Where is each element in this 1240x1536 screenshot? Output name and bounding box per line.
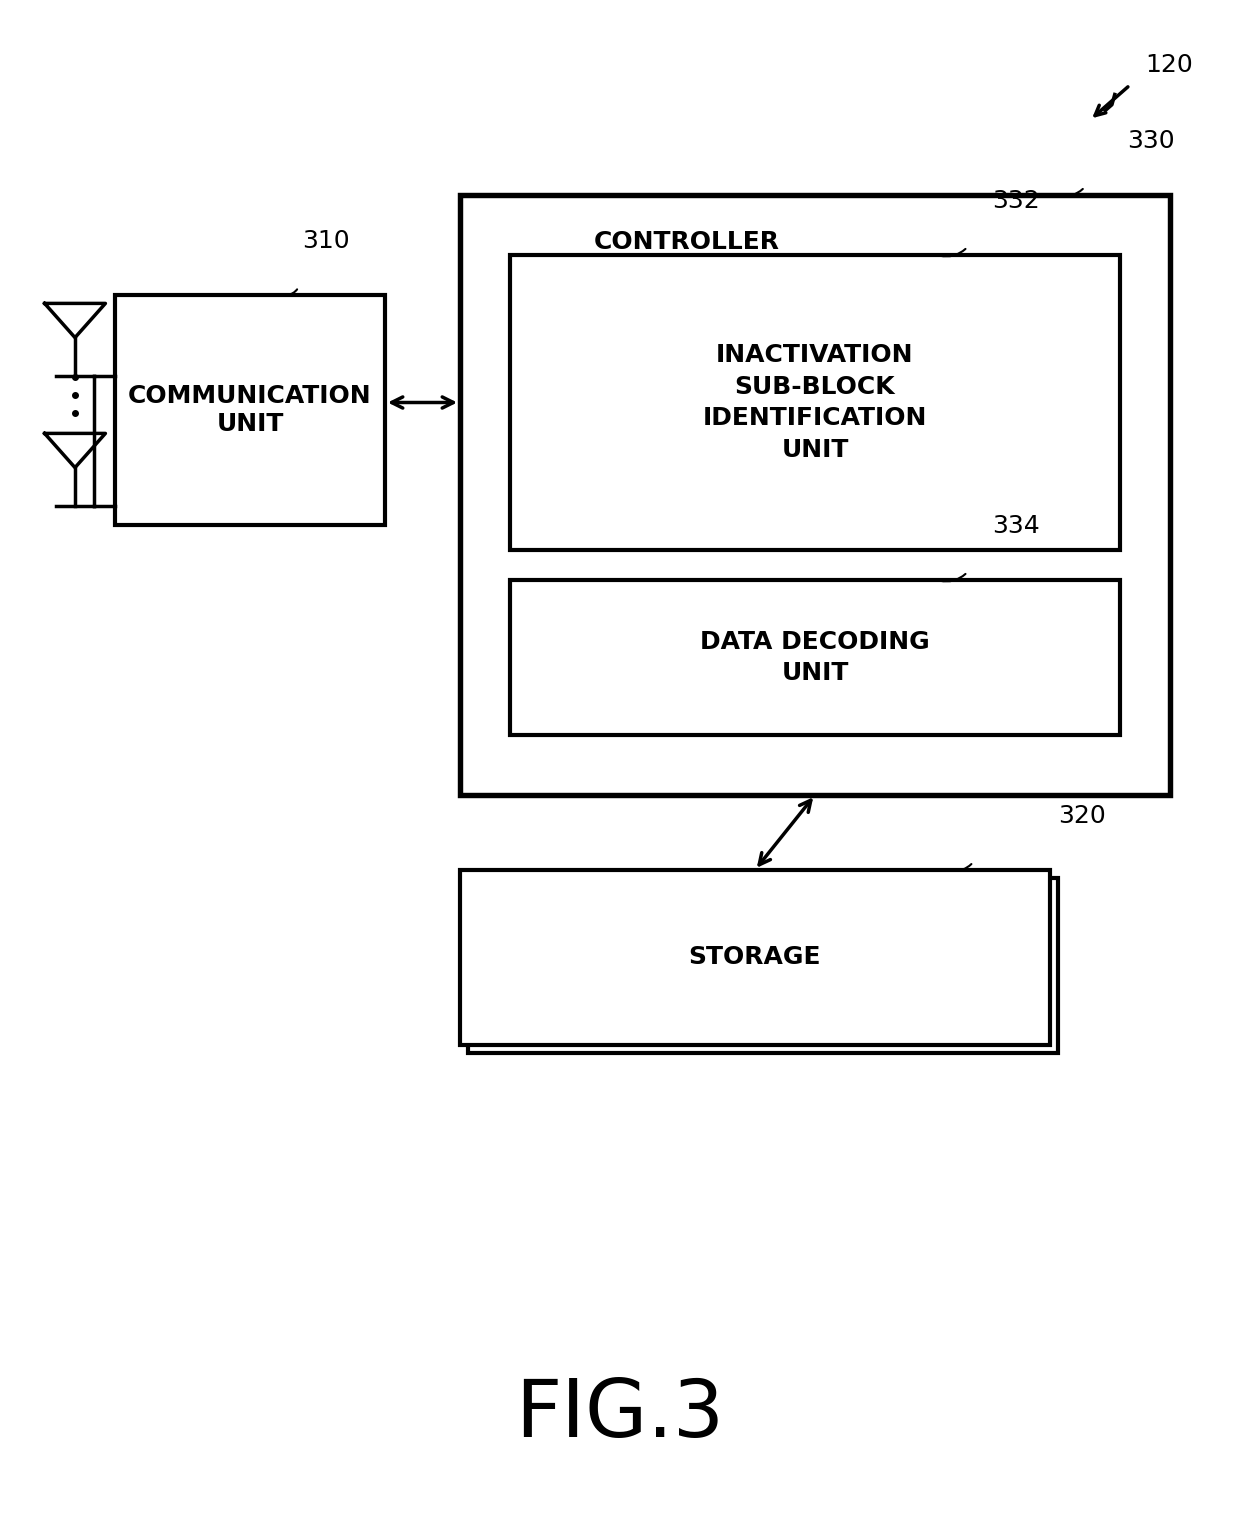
Bar: [460, 869, 1050, 1044]
Text: 320: 320: [1058, 803, 1106, 828]
Text: CONTROLLER: CONTROLLER: [594, 230, 780, 253]
Text: 334: 334: [992, 515, 1040, 538]
Bar: [510, 581, 1120, 736]
Text: 120: 120: [1145, 54, 1193, 77]
Bar: [510, 255, 1120, 550]
Text: STORAGE: STORAGE: [688, 946, 821, 969]
Text: 332: 332: [992, 189, 1040, 214]
Text: 330: 330: [1127, 129, 1176, 154]
Bar: [115, 295, 384, 525]
Bar: [460, 195, 1171, 796]
Text: INACTIVATION
SUB-BLOCK
IDENTIFICATION
UNIT: INACTIVATION SUB-BLOCK IDENTIFICATION UN…: [703, 343, 928, 462]
Text: FIG.3: FIG.3: [516, 1376, 724, 1455]
Text: COMMUNICATION
UNIT: COMMUNICATION UNIT: [128, 384, 372, 436]
Text: 310: 310: [301, 229, 350, 253]
Text: DATA DECODING
UNIT: DATA DECODING UNIT: [701, 630, 930, 685]
Bar: [467, 879, 1058, 1054]
